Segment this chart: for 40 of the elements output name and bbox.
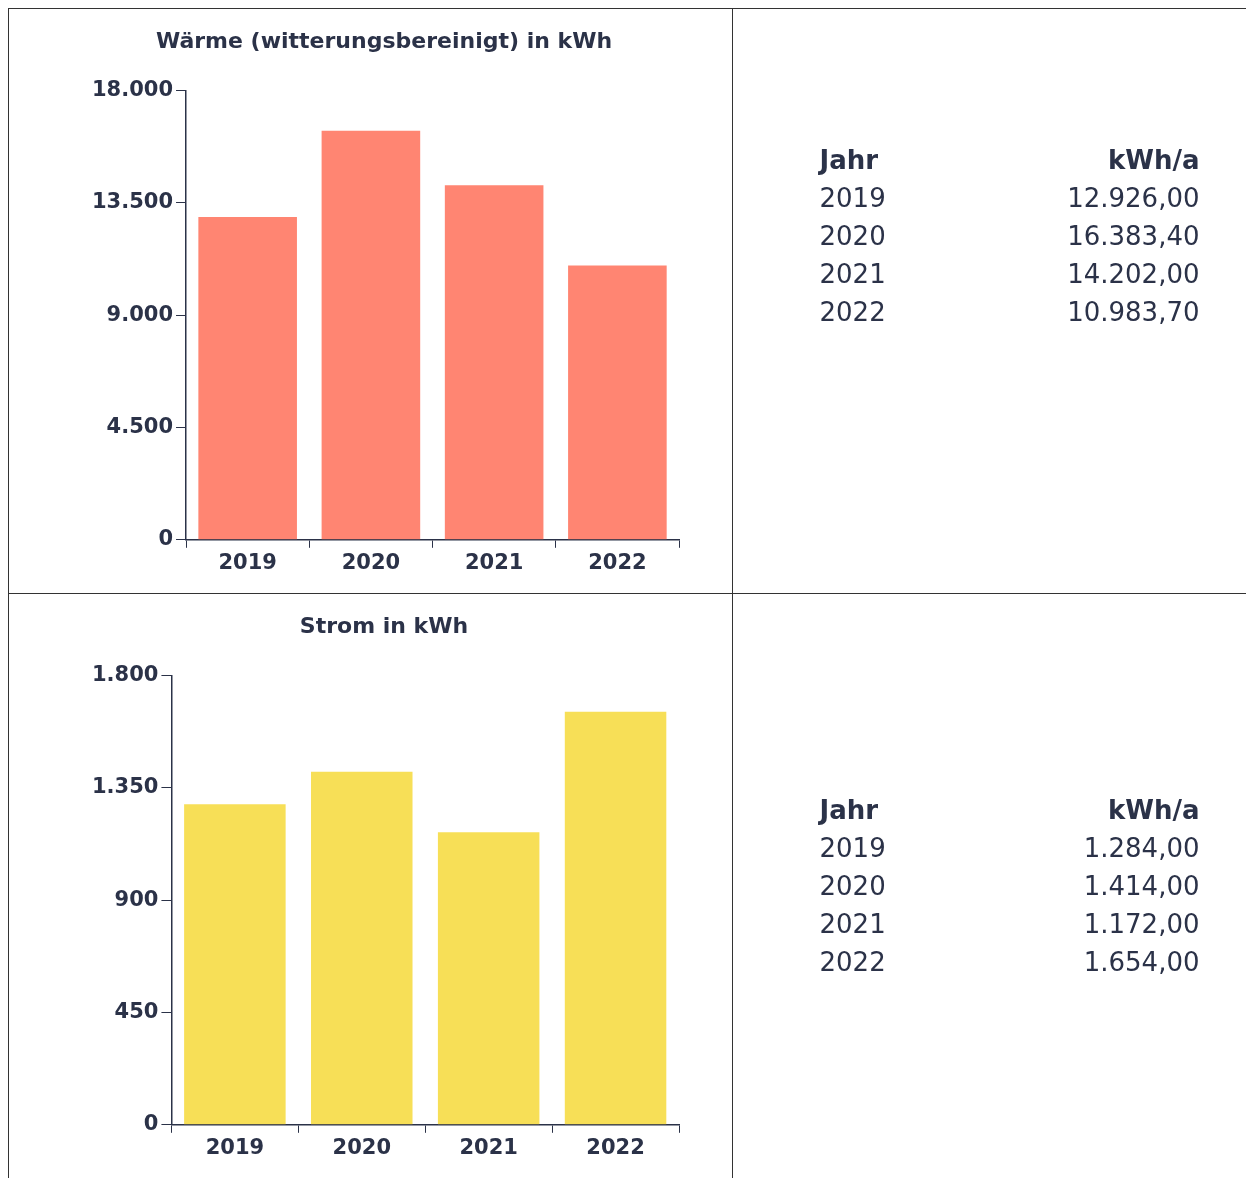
chart-title: Wärme (witterungsbereinigt) in kWh [155,27,613,53]
x-tick-label: 2019 [205,1134,265,1159]
text: 16.383,40 [1066,220,1200,253]
x-tick-label: 2021 [464,549,524,574]
y-tick-label: 1.350 [91,774,159,799]
category-label: 2022 [819,297,886,327]
category-label: 2019 [819,833,886,863]
y-tick-label: 0 [158,526,174,551]
category-label: 2021 [819,909,886,939]
y-tick-label: 1.800 [91,661,159,686]
text: 12.926,00 [1066,182,1200,215]
text: kWh/a [1106,144,1200,177]
x-tick-label: 2020 [341,549,401,574]
text: 1.284,00 [1082,832,1200,865]
text: kWh/a [1106,794,1200,827]
text: 14.202,00 [1066,258,1200,291]
text: Jahr [819,144,880,177]
x-tick-label: 2022 [588,549,647,574]
category-label: 2019 [819,183,886,213]
category-label: 2020 [819,871,886,901]
y-tick-label: 0 [143,1111,159,1136]
y-tick-label: 900 [114,886,159,911]
x-tick-label: 2019 [218,549,277,574]
category-label: 2022 [819,947,886,977]
text: 1.654,00 [1082,946,1200,979]
x-tick-label: 2020 [332,1134,391,1159]
y-tick-label: 9.000 [106,301,174,326]
y-tick-label: 4.500 [106,413,174,438]
category-label: 2021 [819,259,886,289]
x-tick-label: 2021 [459,1134,518,1159]
text: 1.414,00 [1082,870,1200,903]
text: Jahr [819,794,880,827]
chart-title: Strom in kWh [299,612,469,638]
text: 10.983,70 [1066,296,1200,329]
category-label: 2020 [819,221,886,251]
y-tick-label: 13.500 [91,189,174,214]
y-tick-label: 450 [114,998,159,1023]
y-tick-label: 18.000 [91,76,174,101]
text: 1.172,00 [1082,908,1200,941]
x-tick-label: 2022 [586,1134,645,1159]
